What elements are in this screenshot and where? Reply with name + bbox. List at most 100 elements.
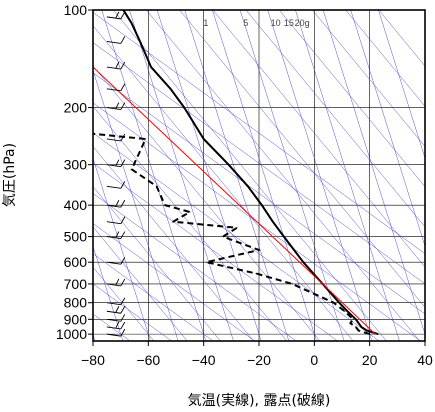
adiabat-line xyxy=(212,10,425,268)
y-tick-label: 400 xyxy=(64,197,88,213)
dewpoint-line-point xyxy=(352,318,354,320)
dewpoint-line-point xyxy=(358,330,360,332)
x-tick-layer: −80 −60 −40 −20 0 20 40 xyxy=(81,341,433,368)
temperature-line xyxy=(122,10,379,336)
dewpoint-line-point xyxy=(131,168,133,170)
wind-barb-flag xyxy=(120,11,126,20)
temperature-line-point xyxy=(150,66,152,68)
wind-barb xyxy=(106,216,126,225)
wind-barb-shaft xyxy=(106,204,121,208)
dewpoint-line xyxy=(93,132,371,336)
wind-barb-shaft xyxy=(106,221,121,225)
wind-barb-flag xyxy=(120,199,126,208)
reference-line-point xyxy=(374,333,376,335)
y-tick-label: 1000 xyxy=(56,326,87,342)
temperature-line-point xyxy=(139,40,141,43)
wind-barb xyxy=(106,102,126,111)
y-tick-label: 700 xyxy=(64,276,88,292)
wind-barb xyxy=(106,36,126,44)
wind-barb-shaft xyxy=(106,236,121,240)
adiabat-line xyxy=(129,10,234,341)
wind-barb xyxy=(106,278,126,287)
adiabat-line xyxy=(93,223,255,341)
wind-barb-shaft xyxy=(106,164,121,168)
wind-barb-flag xyxy=(115,11,120,19)
x-tick-label: −60 xyxy=(136,352,160,368)
y-tick-label: 500 xyxy=(64,229,88,245)
mixing-ratio-label-layer: 1 5 10 15 20g xyxy=(203,18,309,28)
wind-barb xyxy=(106,61,126,70)
wind-barb-flag xyxy=(115,231,120,238)
adiabat-line xyxy=(350,10,425,248)
temperature-line-point xyxy=(338,302,340,304)
adiabat-line xyxy=(322,10,425,335)
wind-barb-flag xyxy=(115,306,120,313)
wind-barb-flag xyxy=(115,199,120,207)
wind-barb-flag xyxy=(115,159,120,166)
x-tick-label: 0 xyxy=(310,352,318,368)
adiabat-line xyxy=(93,253,214,341)
dewpoint-line-point xyxy=(355,326,357,328)
y-tick-label: 800 xyxy=(64,295,88,311)
wind-barb-flag xyxy=(120,181,126,189)
temperature-line-point xyxy=(169,88,172,90)
wind-barb xyxy=(106,314,126,322)
temperature-line-point xyxy=(183,107,185,109)
adiabat-line xyxy=(378,10,425,67)
dewpoint-line-point xyxy=(236,227,238,229)
wind-barb xyxy=(106,306,126,314)
adiabat-line xyxy=(93,65,321,341)
adiabat-line xyxy=(93,25,354,341)
wind-barb-flag xyxy=(120,257,126,265)
wind-barb xyxy=(106,328,126,337)
wind-barb-flag xyxy=(120,306,126,314)
wind-barb-shaft xyxy=(106,326,121,330)
series-layer xyxy=(93,10,379,336)
wind-barb-shaft xyxy=(106,261,121,265)
mixing-ratio-label: 1 xyxy=(203,18,208,28)
x-axis-title: 気温(実線), 露点(破線) xyxy=(188,393,331,409)
mixing-ratio-label: 10 xyxy=(271,18,281,28)
temperature-line-point xyxy=(302,261,304,263)
wind-barb-flag xyxy=(115,278,120,286)
dewpoint-line-point xyxy=(222,236,224,238)
dewpoint-line-point xyxy=(291,283,293,285)
adiabat-line xyxy=(378,10,425,160)
adiabat-line xyxy=(179,10,425,308)
adiabat-line xyxy=(93,193,297,341)
adiabat-line xyxy=(295,10,400,341)
temperature-line-point xyxy=(377,333,379,335)
mixing-ratio-label: 20g xyxy=(295,18,310,28)
wind-barb xyxy=(106,133,126,142)
wind-barb-shaft xyxy=(106,283,121,287)
y-tick-label: 900 xyxy=(64,311,88,327)
wind-barb-flag xyxy=(115,321,120,329)
wind-barb-flag xyxy=(120,133,126,142)
y-axis-title: 気圧(hPa) xyxy=(2,143,18,207)
wind-barb-shaft xyxy=(106,40,121,44)
adiabat-line xyxy=(93,162,338,341)
temperature-line-point xyxy=(366,330,368,332)
x-tick-label: −80 xyxy=(81,352,105,368)
adiabat-line xyxy=(93,186,221,341)
adiabat-line xyxy=(93,283,172,341)
dewpoint-line-point xyxy=(156,185,158,187)
temperature-line-point xyxy=(247,185,249,187)
wind-barb-shaft xyxy=(106,185,121,189)
dewpoint-line-point xyxy=(164,204,166,206)
dewpoint-line-point xyxy=(258,249,260,251)
wind-barb-flag xyxy=(120,278,126,287)
wind-barb-flag xyxy=(120,297,126,305)
adiabat-line xyxy=(113,10,387,341)
adiabat-line xyxy=(93,157,151,341)
x-tick-label: 40 xyxy=(417,352,433,368)
adiabat-line xyxy=(184,10,290,341)
wind-barb-shaft xyxy=(106,310,121,314)
wind-barb xyxy=(106,11,126,20)
temperature-line-point xyxy=(261,204,263,206)
temperature-line-point xyxy=(272,221,274,223)
wind-barb-shaft xyxy=(106,302,121,306)
dewpoint-line-point xyxy=(369,333,371,335)
